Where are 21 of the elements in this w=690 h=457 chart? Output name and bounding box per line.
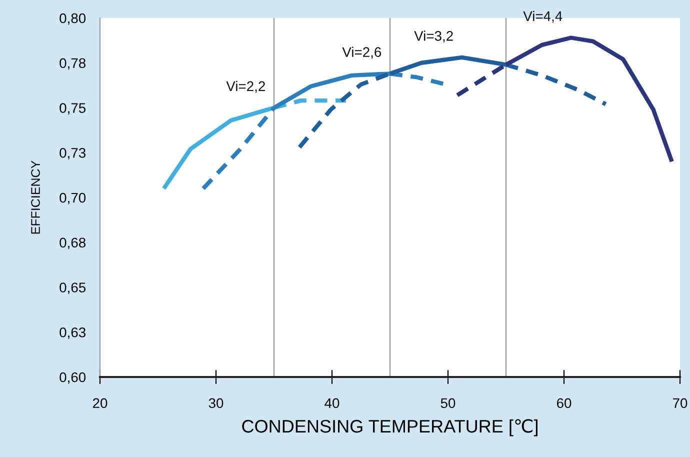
y-tick-label: 0,70 [60,192,86,204]
x-tick-label: 50 [440,398,456,408]
y-tick-label: 0,73 [60,148,86,160]
x-tick-label: 40 [324,398,340,408]
y-tick-label: 0,80 [60,13,86,25]
x-tick-label: 30 [208,398,224,408]
series-label: Vi=2,2 [226,80,265,93]
x-tick-label: 70 [672,398,688,408]
y-tick-label: 0,75 [60,103,86,115]
series-label: Vi=2,6 [342,46,382,59]
x-tick-label: 20 [92,398,108,408]
series-label: Vi=3,2 [414,30,453,42]
y-tick-label: 0,78 [60,58,86,70]
series-label: Vi=4,4 [523,10,562,23]
y-axis-title: EFFICIENCY [31,160,40,234]
x-tick-label: 60 [556,398,572,408]
y-tick-label: 0,60 [60,372,86,384]
y-tick-label: 0,68 [60,238,86,250]
y-tick-label: 0,63 [60,327,86,339]
y-tick-label: 0,65 [60,282,86,294]
x-axis-title: CONDENSING TEMPERATURE [℃] [242,419,538,436]
